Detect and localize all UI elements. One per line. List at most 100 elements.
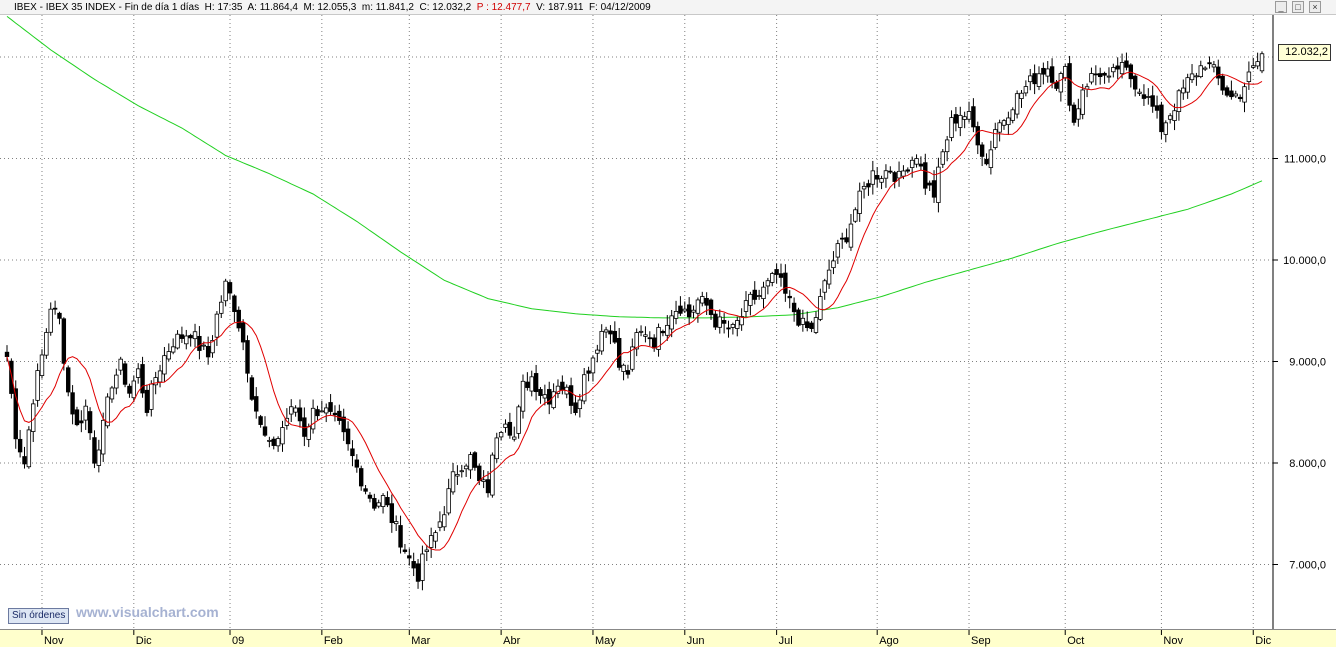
candle-body (398, 525, 403, 548)
candle (826, 259, 832, 289)
candle (621, 363, 626, 381)
candle-body (1224, 87, 1230, 96)
candle (608, 325, 613, 345)
x-tick-label: Nov (44, 635, 64, 647)
candle-body (275, 438, 281, 447)
candle (905, 167, 911, 174)
candle (157, 364, 163, 388)
candle (686, 297, 692, 325)
candle (835, 239, 841, 265)
close-label: C: (419, 2, 430, 13)
candle (481, 470, 486, 489)
minimize-button[interactable]: _ (1275, 1, 1287, 13)
candle (538, 387, 543, 404)
candle (1045, 61, 1050, 83)
x-tick-label: Feb (324, 635, 343, 647)
candle-body (324, 407, 329, 414)
candle (214, 311, 220, 346)
candle (883, 164, 889, 188)
candle-body (162, 355, 167, 375)
candle (1167, 113, 1173, 124)
candle-body (853, 209, 858, 222)
instrument-name: IBEX 35 INDEX (45, 2, 116, 13)
candle-body (1220, 75, 1225, 91)
candle (625, 364, 631, 379)
candle-body (380, 495, 386, 507)
candle (791, 297, 797, 322)
candle (582, 368, 587, 405)
candle-body (568, 385, 574, 406)
candle-body (1058, 73, 1064, 93)
candle-body (254, 396, 259, 412)
x-tick-label: Ago (879, 635, 899, 647)
candle (345, 421, 351, 451)
candle (249, 375, 255, 401)
candle (949, 110, 954, 142)
candle-body (905, 169, 911, 172)
candle (83, 399, 88, 430)
candle-body (840, 237, 845, 240)
candle-body (555, 385, 561, 394)
candle (603, 326, 609, 339)
maximize-button[interactable]: □ (1292, 1, 1304, 13)
candle-body (573, 402, 578, 414)
candle-body (1023, 86, 1029, 94)
candle (1246, 61, 1252, 90)
candle (1010, 107, 1015, 124)
candle (275, 436, 281, 452)
candle (310, 399, 316, 434)
candle (1089, 67, 1094, 85)
candle-body (114, 374, 119, 389)
candle (144, 384, 150, 417)
high-label: M: (303, 2, 315, 13)
price-chart[interactable]: 7.000,0 8.000,0 9.000,0 10.000,0 11.000,0 (0, 15, 1336, 647)
candle (315, 405, 320, 421)
candle (459, 464, 464, 478)
low-value: 11.841,2 (375, 2, 414, 13)
candle-body (1185, 77, 1190, 93)
candle (118, 356, 123, 375)
candle-body (1006, 117, 1011, 126)
candle (577, 393, 583, 418)
y-axis: 7.000,0 8.000,0 9.000,0 10.000,0 11.000,0 (1273, 154, 1326, 572)
candle (1028, 68, 1033, 91)
candle-body (988, 149, 994, 168)
candle (52, 300, 58, 315)
candle-body (205, 345, 211, 358)
candle (1242, 82, 1247, 113)
candle-body (743, 300, 749, 312)
candle-body (184, 335, 189, 345)
long-ma-line (6, 15, 1263, 319)
candle-body (936, 166, 941, 203)
candle (1032, 64, 1037, 95)
orders-status-badge[interactable]: Sin órdenes (8, 608, 70, 624)
candle (573, 394, 578, 416)
candle (385, 491, 390, 508)
long-moving-average (6, 15, 1263, 319)
candle (888, 166, 893, 174)
candle-body (783, 272, 788, 294)
candle-body (1194, 75, 1199, 78)
candle-body (1137, 91, 1142, 94)
candle (783, 264, 788, 302)
candle-body (1207, 62, 1212, 65)
close-button[interactable]: × (1309, 1, 1321, 13)
candle (463, 463, 469, 477)
candle-body (651, 337, 657, 349)
candle-body (848, 223, 854, 248)
candle-body (494, 437, 499, 460)
candle (472, 451, 478, 471)
candle (162, 347, 167, 382)
candle (874, 167, 880, 188)
candle (271, 436, 276, 450)
candle (1119, 53, 1125, 79)
candle-body (909, 159, 915, 168)
candle-body (1115, 65, 1120, 70)
short-moving-average (6, 71, 1263, 551)
candle-body (590, 357, 596, 374)
candle (962, 111, 967, 129)
symbol: IBEX (14, 2, 37, 13)
candle-body (236, 309, 241, 329)
candlesticks[interactable] (4, 51, 1265, 591)
chart-title-info: IBEX - IBEX 35 INDEX - Fin de día 1 días… (14, 2, 651, 13)
